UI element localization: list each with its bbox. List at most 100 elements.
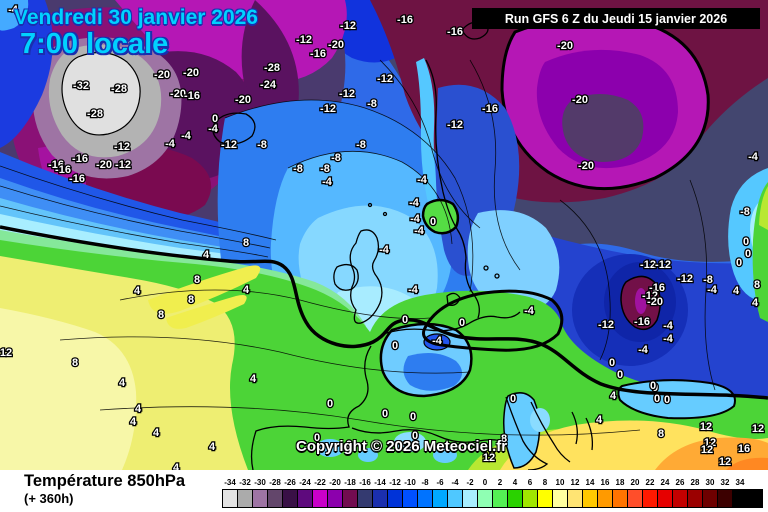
temperature-label: 4 (250, 373, 257, 385)
temperature-label: -4 (707, 284, 718, 296)
temperature-label: -8 (320, 163, 330, 175)
temperature-label: 0 (743, 236, 749, 248)
scale-cell: 26 (672, 478, 688, 508)
temperature-label: 0 (745, 248, 751, 260)
scale-cell: -26 (282, 478, 298, 508)
temperature-label: 8 (194, 274, 200, 286)
temperature-label: 12 (483, 452, 495, 464)
scale-cell: 30 (702, 478, 718, 508)
temperature-label: 4 (135, 403, 142, 415)
scale-cell: 2 (492, 478, 508, 508)
temperature-label: 12 (701, 444, 713, 456)
temperature-label: -12 (320, 103, 336, 115)
weather-map: -4 -32 -28 -28 -20 -20 -20 -16 -20 0 -4 -4 -4 -12 -12-… (0, 0, 768, 475)
temperature-label: 0 (430, 216, 436, 228)
temperature-label: -12 (221, 139, 237, 151)
temperature-label: 0 (410, 411, 416, 423)
scale-tick-label: -18 (344, 478, 356, 487)
scale-cell: -4 (447, 478, 463, 508)
scale-tick-label: -28 (269, 478, 281, 487)
scale-tick-label: -24 (299, 478, 311, 487)
isotherm-contours (0, 59, 716, 436)
temperature-label: -12 (640, 259, 656, 271)
scale-tick-label: 34 (735, 478, 745, 487)
scale-tick-label: -22 (314, 478, 326, 487)
scale-tick-label: 18 (615, 478, 625, 487)
scale-tick-label: 14 (585, 478, 595, 487)
temperature-label: -20 (647, 296, 663, 308)
scale-tick-label: -14 (374, 478, 386, 487)
temperature-label: -4 (165, 138, 176, 150)
temperature-label: -12 (642, 290, 658, 302)
temperature-label: 0 (392, 340, 398, 352)
scale-cell: -24 (297, 478, 313, 508)
scale-tick-label: -8 (421, 478, 429, 487)
scale-tick-label: -12 (389, 478, 401, 487)
temperature-label: 4 (209, 441, 216, 453)
temperature-label: 0 (327, 398, 333, 410)
scale-tick-label: 26 (675, 478, 685, 487)
temperature-label: 0 (650, 380, 656, 392)
temperature-label: -24 (260, 79, 277, 91)
scale-cell: 28 (687, 478, 703, 508)
temperature-label: 0 (346, 439, 352, 451)
temperature-label: -12 (340, 20, 356, 32)
temperature-label: 0 (402, 314, 408, 326)
temperature-label: 8 (188, 294, 194, 306)
temperature-label: -4 (663, 333, 674, 345)
scale-cell: 8 (537, 478, 553, 508)
scale-cell: 22 (642, 478, 658, 508)
temperature-label: -4 (414, 225, 425, 237)
temperature-label: -4 (208, 123, 219, 135)
scale-tick-label: -20 (329, 478, 341, 487)
scale-tick-label: 8 (542, 478, 548, 487)
scale-tick-label: 0 (482, 478, 488, 487)
temperature-label: 0 (609, 357, 615, 369)
run-info-label: Run GFS 6 Z du Jeudi 15 janvier 2026 (504, 11, 728, 26)
scale-tick-label: -30 (254, 478, 266, 487)
temperature-label: -12 (339, 88, 355, 100)
scale-tick-label: 20 (630, 478, 640, 487)
scale-cell: 24 (657, 478, 673, 508)
temperature-label: 0 (736, 257, 742, 269)
temperature-label: 0 (412, 430, 418, 442)
temperature-label: -16 (310, 48, 326, 60)
temperature-label: 0 (617, 369, 623, 381)
temperature-label: -20 (572, 94, 588, 106)
temperature-label: -20 (557, 40, 573, 52)
scale-cell: -30 (252, 478, 268, 508)
temperature-label: 4 (596, 414, 603, 426)
scale-cell: -32 (237, 478, 253, 508)
temperature-label: -4 (417, 174, 428, 186)
scale-tick-label: 6 (527, 478, 533, 487)
temperature-label: -8 (740, 206, 750, 218)
scale-tick-label: -2 (466, 478, 474, 487)
temperature-label: -4 (410, 213, 421, 225)
temperature-label: -4 (432, 335, 443, 347)
scale-tick-label: -4 (451, 478, 459, 487)
map-title: Température 850hPa (24, 472, 186, 490)
temperature-850hpa-map: -4-32 -28-28-20 -20-20-16 -200-4-4-4-12 -12-… (0, 0, 768, 475)
temperature-label: 4 (203, 249, 210, 261)
temperature-label: 4 (173, 462, 180, 470)
scale-tick-label: -26 (284, 478, 296, 487)
scale-cell: 14 (582, 478, 598, 508)
scale-cell: 0 (477, 478, 493, 508)
date-label: Vendredi 30 janvier 2026 (14, 6, 258, 29)
temperature-label: -8 (367, 98, 377, 110)
temperature-label: 12 (704, 437, 716, 449)
temperature-label: 0 (459, 317, 465, 329)
scale-bar: -34 -32 -30 -28 -26 -24 -22 -20 -18 -16 -14 -12 -10-… (222, 478, 763, 508)
temperature-label: 8 (754, 279, 760, 291)
forecast-hour-label: (+ 360h) (24, 491, 74, 506)
temperature-label: -32 (73, 80, 89, 92)
coastlines (212, 21, 594, 471)
temperature-label: 0 (382, 408, 388, 420)
temperature-label: 4 (119, 377, 126, 389)
temperature-label: -20 (183, 67, 199, 79)
temperature-label: -4 (409, 197, 420, 209)
temperature-label: -16 (482, 103, 498, 115)
temperature-label: -16 (184, 90, 200, 102)
temperature-label: -16 (397, 14, 413, 26)
